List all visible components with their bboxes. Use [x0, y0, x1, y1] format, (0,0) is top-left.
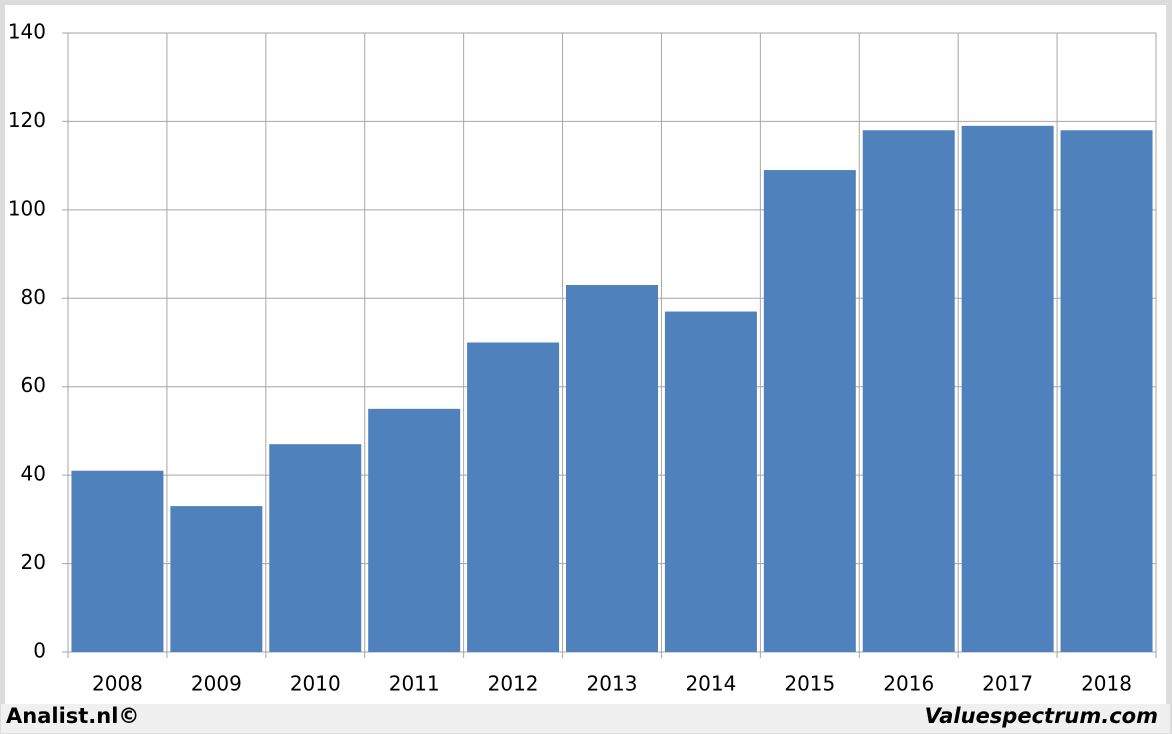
- y-tick-label: 80: [21, 285, 46, 309]
- x-tick-label: 2012: [488, 672, 539, 696]
- x-tick-label: 2008: [92, 672, 143, 696]
- x-tick-label: 2018: [1081, 672, 1132, 696]
- bar: [566, 285, 658, 652]
- bar: [664, 311, 757, 652]
- footer-right: Valuespectrum.com: [925, 704, 1158, 728]
- bar: [269, 444, 362, 652]
- x-tick-label: 2016: [883, 672, 934, 696]
- bar: [368, 408, 461, 652]
- x-tick-label: 2011: [389, 672, 440, 696]
- y-tick-label: 120: [8, 108, 46, 132]
- y-tick-label: 20: [21, 550, 46, 574]
- x-tick-label: 2014: [685, 672, 736, 696]
- footer-strip: [1, 704, 1170, 733]
- y-tick-label: 60: [21, 373, 46, 397]
- y-tick-label: 0: [33, 639, 46, 663]
- bar: [71, 470, 164, 652]
- x-tick-label: 2013: [587, 672, 638, 696]
- bar: [763, 170, 856, 653]
- bar: [961, 125, 1054, 653]
- bar: [170, 506, 263, 652]
- y-tick-label: 140: [8, 20, 46, 44]
- y-tick-label: 40: [21, 462, 46, 486]
- x-tick-label: 2015: [784, 672, 835, 696]
- x-tick-label: 2009: [191, 672, 242, 696]
- bar: [862, 130, 955, 652]
- bar: [467, 342, 560, 652]
- x-tick-label: 2017: [982, 672, 1033, 696]
- x-tick-label: 2010: [290, 672, 341, 696]
- bar: [1060, 130, 1153, 652]
- y-tick-label: 100: [8, 196, 46, 220]
- footer-left: Analist.nl©: [6, 704, 139, 728]
